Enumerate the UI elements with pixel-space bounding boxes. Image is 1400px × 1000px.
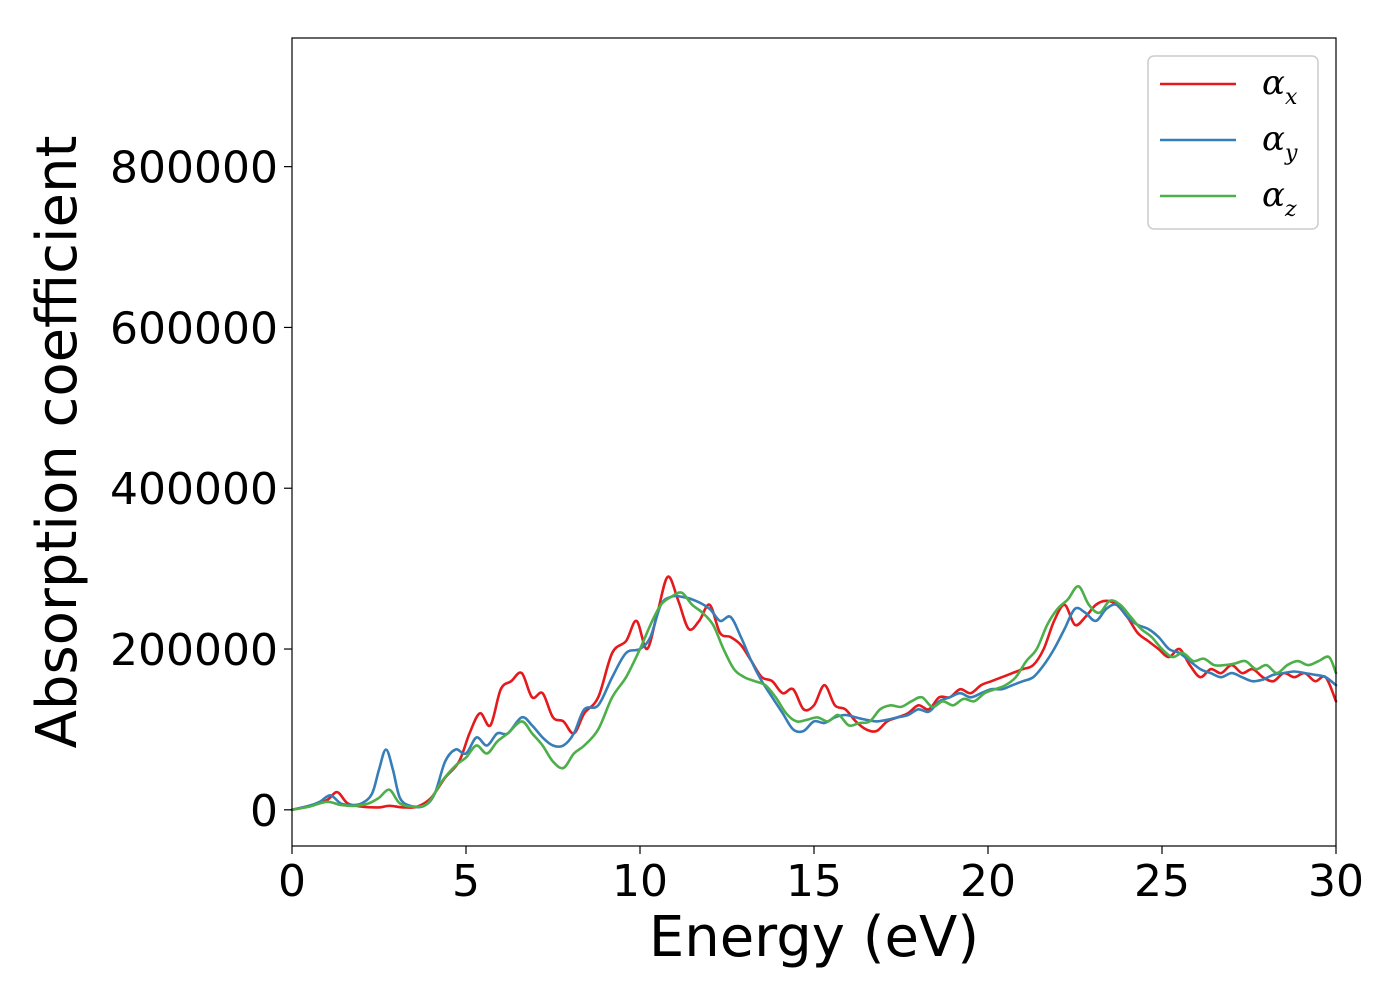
x-tick-label: 5 [452,856,480,907]
legend-subscript: z [1284,197,1297,222]
y-tick-label: 400000 [110,464,278,515]
series-line-z [290,585,1338,812]
y-tick-label: 600000 [110,303,278,354]
y-tick-label: 0 [250,786,278,837]
y-tick-label: 200000 [110,625,278,676]
x-axis-label: Energy (eV) [649,905,979,970]
legend-symbol: α [1262,119,1285,159]
y-axis: 0 200000 400000 600000 800000 [110,143,292,837]
series-line-y [290,594,1338,812]
x-tick-label: 25 [1134,856,1190,907]
legend-subscript: y [1284,141,1298,166]
x-tick-label: 0 [278,856,306,907]
legend-label-x: αx [1262,63,1298,110]
legend-label-y: αy [1262,119,1298,166]
legend-symbol: α [1262,175,1285,215]
legend-label-z: αz [1262,175,1297,222]
x-tick-label: 10 [612,856,668,907]
legend-subscript: x [1285,85,1298,110]
x-tick-label: 15 [786,856,842,907]
x-tick-label: 30 [1308,856,1364,907]
y-axis-label: Absorption coefficient [25,136,90,749]
legend-symbol: α [1262,63,1285,103]
legend-frame [1147,55,1319,230]
plot-lines [290,575,1338,812]
x-axis: 0 5 10 15 20 25 30 [278,846,1364,907]
y-tick-label: 800000 [110,143,278,194]
x-tick-label: 20 [960,856,1016,907]
